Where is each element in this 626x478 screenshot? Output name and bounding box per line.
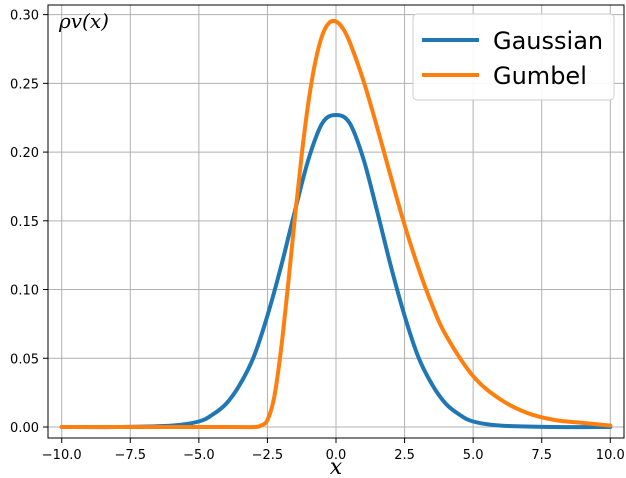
legend: Gaussian Gumbel (412, 13, 615, 101)
x-tick-label: 7.5 (531, 448, 552, 463)
y-tick-label: 0.20 (10, 146, 39, 161)
y-axis-label: ρv(x) (58, 9, 109, 33)
legend-label-gumbel: Gumbel (493, 62, 587, 90)
x-tick-label: −7.5 (114, 448, 146, 463)
axis-ticks: −10.0 −7.5 −5.0 −2.5 0.0 2.5 5.0 7.5 10.0 0.00 0.0… (10, 9, 625, 463)
y-tick-label: 0.30 (10, 9, 39, 24)
y-tick-label: 0.10 (10, 284, 39, 299)
y-tick-label: 0.15 (10, 215, 39, 230)
legend-label-gaussian: Gaussian (493, 27, 603, 55)
legend-box (412, 13, 615, 101)
x-axis-label: x (330, 455, 343, 478)
series-lines (59, 18, 613, 430)
x-tick-label: −5.0 (183, 448, 215, 463)
x-tick-label: −2.5 (252, 448, 284, 463)
x-tick-label: 5.0 (463, 448, 484, 463)
x-tick-label: 0.0 (326, 448, 347, 463)
y-tick-label: 0.00 (10, 421, 39, 436)
x-tick-label: 10.0 (596, 448, 625, 463)
x-tick-label: 2.5 (394, 448, 415, 463)
series-line-gumbel (59, 18, 613, 430)
series-line-gaussian (59, 112, 613, 430)
y-tick-label: 0.25 (10, 77, 39, 92)
x-tick-label: −10.0 (42, 448, 82, 463)
y-tick-label: 0.05 (10, 352, 39, 367)
